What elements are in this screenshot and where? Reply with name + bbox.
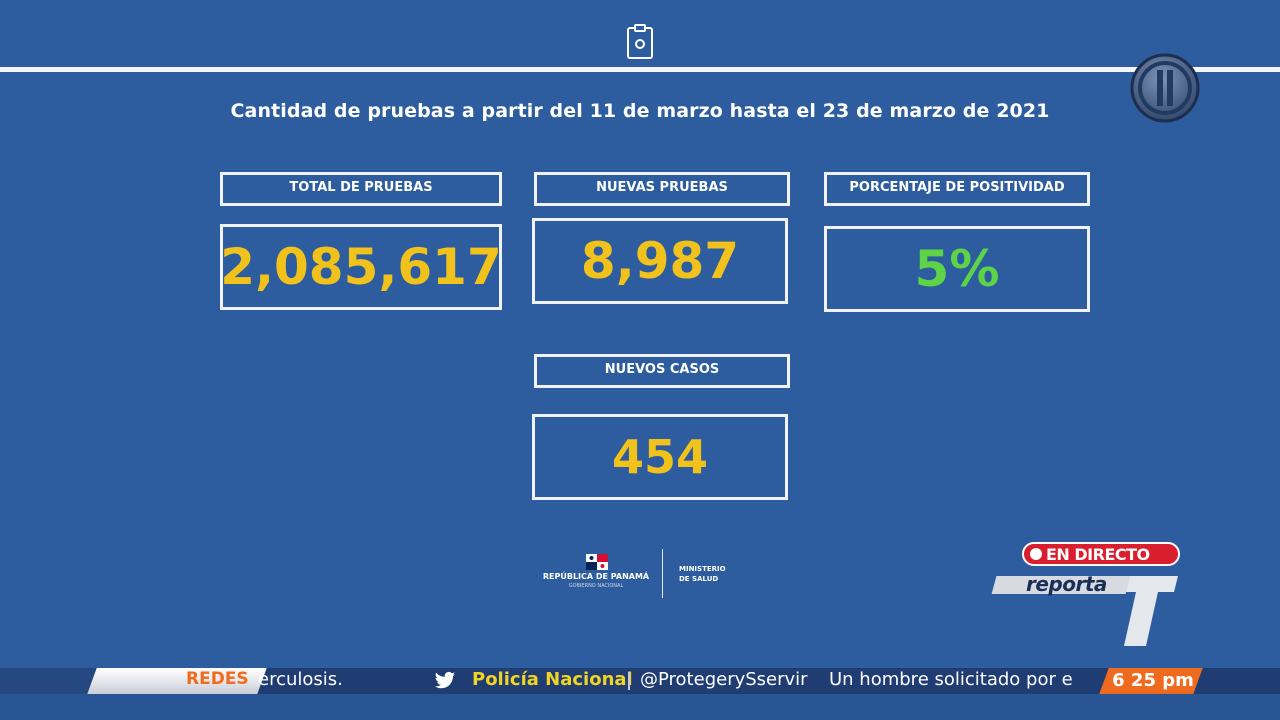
- ticker-separator: [628, 672, 630, 690]
- ministerio-line2: DE SALUD: [679, 575, 719, 583]
- value-nuevas-pruebas: 8,987: [532, 218, 788, 304]
- live-dot-icon: [1030, 548, 1042, 560]
- ticker-section-label: REDES: [186, 669, 249, 689]
- page-title: Cantidad de pruebas a partir del 11 de m…: [230, 100, 1050, 122]
- label-nuevas-pruebas: NUEVAS PRUEBAS: [534, 172, 790, 206]
- label-total-pruebas: TOTAL DE PRUEBAS: [220, 172, 502, 206]
- value-porcentaje-positividad-text: 5%: [914, 240, 1000, 298]
- ticker-left-block: [0, 668, 100, 694]
- value-porcentaje-positividad: 5%: [824, 226, 1090, 312]
- gobierno-text: GOBIERNO NACIONAL: [568, 583, 624, 589]
- republica-text: REPÚBLICA DE PANAMÁ: [542, 572, 650, 581]
- value-nuevos-casos-text: 454: [611, 430, 709, 484]
- value-nuevas-pruebas-text: 8,987: [580, 232, 740, 290]
- live-label: EN DIRECTO: [1046, 544, 1150, 564]
- program-logo-t-shape: [1124, 576, 1178, 646]
- twitter-handle: @ProtegerySservir: [640, 669, 808, 690]
- clock-time: 6 25 pm: [1112, 670, 1194, 691]
- program-logo-text: reporta: [1026, 572, 1107, 596]
- twitter-account-name: Policía Nacional: [472, 669, 633, 690]
- twitter-bird-icon: [434, 671, 456, 689]
- top-divider-line: [0, 67, 1280, 72]
- ministerio-text: MINISTERIO DE SALUD: [679, 564, 726, 584]
- ministerio-line1: MINISTERIO: [679, 565, 726, 573]
- value-total-pruebas-text: 2,085,617: [220, 238, 502, 296]
- minsa-logo: REPÚBLICA DE PANAMÁ GOBIERNO NACIONAL MI…: [538, 548, 738, 600]
- clipboard-icon: [627, 24, 653, 59]
- bottom-strip: [0, 694, 1280, 720]
- value-total-pruebas: 2,085,617: [220, 224, 502, 310]
- value-nuevos-casos: 454: [532, 414, 788, 500]
- ticker-scroll-text: erculosis.: [258, 669, 343, 690]
- ticker-news-text: Un hombre solicitado por e: [829, 669, 1073, 690]
- logo-divider: [662, 549, 663, 598]
- label-nuevos-casos: NUEVOS CASOS: [534, 354, 790, 388]
- label-porcentaje-positividad: PORCENTAJE DE POSITIVIDAD: [824, 172, 1090, 206]
- live-badge: EN DIRECTO: [1022, 542, 1180, 566]
- panama-flag-icon: [586, 554, 608, 570]
- channel-logo: [1130, 53, 1200, 123]
